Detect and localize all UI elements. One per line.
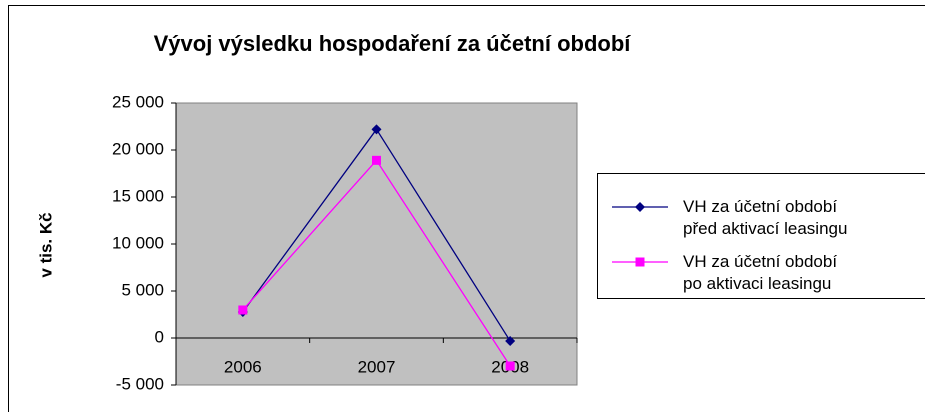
- plot-area: [175, 102, 578, 386]
- y-tick-label: 25 000: [112, 92, 164, 111]
- y-axis-label: v tis. Kč: [36, 212, 55, 277]
- data-point: [238, 305, 248, 315]
- legend-marker: [635, 202, 645, 212]
- chart-title: Vývoj výsledku hospodaření za účetní obd…: [154, 31, 632, 56]
- y-tick-label: 15 000: [112, 186, 164, 205]
- legend-label: VH za účetní období po aktivaci leasingu: [683, 252, 838, 293]
- x-tick-label: 2006: [224, 357, 262, 376]
- y-tick-label: 20 000: [112, 139, 164, 158]
- legend-label: VH za účetní období před aktivací leasin…: [683, 197, 848, 238]
- legend-box: [597, 173, 925, 299]
- data-point: [371, 124, 382, 135]
- y-tick-label: 0: [155, 327, 164, 346]
- data-point: [505, 361, 515, 371]
- y-tick-label: -5 000: [116, 374, 164, 393]
- x-tick-label: 2007: [358, 357, 396, 376]
- data-point: [372, 155, 381, 165]
- y-tick-label: 10 000: [112, 233, 164, 252]
- legend-marker: [635, 257, 645, 267]
- y-tick-label: 5 000: [121, 280, 164, 299]
- data-point: [505, 336, 516, 347]
